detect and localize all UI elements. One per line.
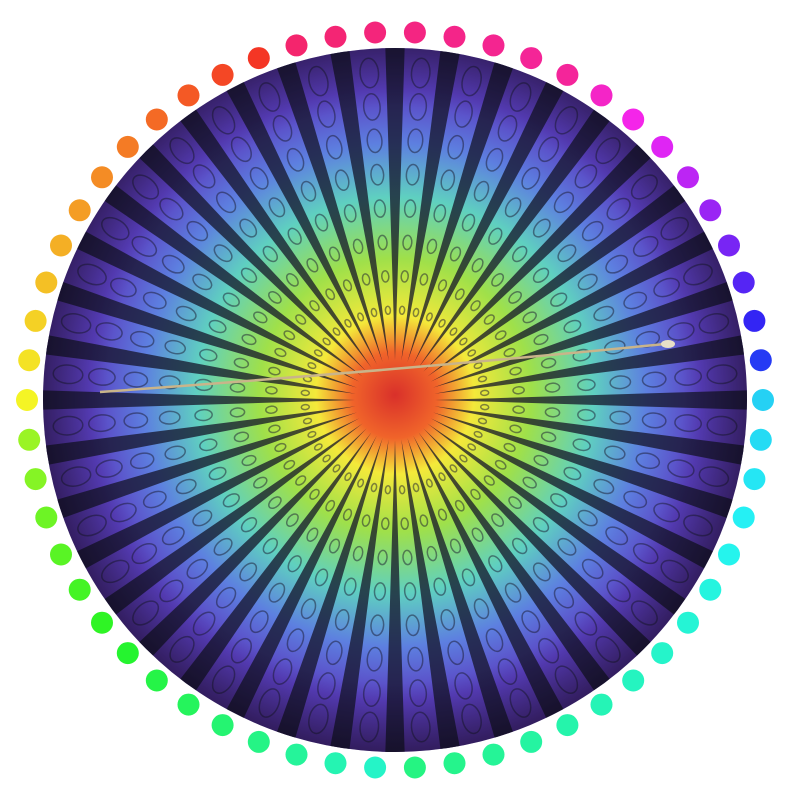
pompom — [324, 752, 347, 775]
pompom — [35, 506, 58, 529]
pompom — [68, 199, 91, 222]
pompom — [749, 349, 772, 372]
pompom — [177, 84, 200, 107]
pompom — [403, 756, 426, 779]
pompom — [732, 506, 755, 529]
pompom — [35, 271, 58, 294]
pompom — [403, 21, 426, 44]
pompom — [556, 63, 579, 86]
pompom — [364, 756, 387, 779]
pompom — [18, 428, 41, 451]
pompom-ring — [16, 21, 774, 779]
pompom — [211, 714, 234, 737]
pompom — [68, 578, 91, 601]
pompom — [520, 730, 543, 753]
pompom — [145, 108, 168, 131]
pompom — [247, 47, 270, 70]
zipper-pull — [661, 340, 675, 348]
pompom — [50, 543, 72, 566]
pompom — [116, 135, 139, 158]
pompom — [18, 349, 41, 372]
pompom — [482, 34, 505, 57]
pompom — [743, 309, 766, 332]
pompom — [718, 543, 740, 566]
pompom — [732, 271, 755, 294]
pompom — [16, 389, 38, 411]
pompom — [50, 234, 72, 257]
pompom — [520, 47, 543, 70]
pompom — [743, 468, 766, 491]
pompom — [324, 25, 347, 48]
pompom — [247, 730, 270, 753]
pompom — [590, 84, 613, 107]
pompom — [718, 234, 740, 257]
pompom — [91, 166, 113, 189]
pompom — [285, 743, 308, 766]
pompom — [556, 714, 579, 737]
pompom — [24, 309, 47, 332]
pompom — [677, 166, 699, 189]
pompom — [590, 693, 613, 716]
cushion-shading — [43, 48, 747, 752]
pompom — [677, 611, 699, 634]
pompom — [24, 468, 47, 491]
pompom — [91, 611, 113, 634]
pompom — [443, 25, 466, 48]
pompom — [651, 135, 674, 158]
pompom — [116, 642, 139, 665]
pompom — [211, 63, 234, 86]
pompom — [749, 428, 772, 451]
pompom — [752, 389, 774, 411]
pompom — [177, 693, 200, 716]
pompom — [145, 669, 168, 692]
pompom — [622, 108, 645, 131]
pompom — [622, 669, 645, 692]
pompom — [699, 578, 722, 601]
pompom — [699, 199, 722, 222]
pompom — [651, 642, 674, 665]
pompom — [364, 21, 387, 44]
pompom — [285, 34, 308, 57]
pompom — [482, 743, 505, 766]
zipper — [99, 342, 666, 394]
pompom — [443, 752, 466, 775]
